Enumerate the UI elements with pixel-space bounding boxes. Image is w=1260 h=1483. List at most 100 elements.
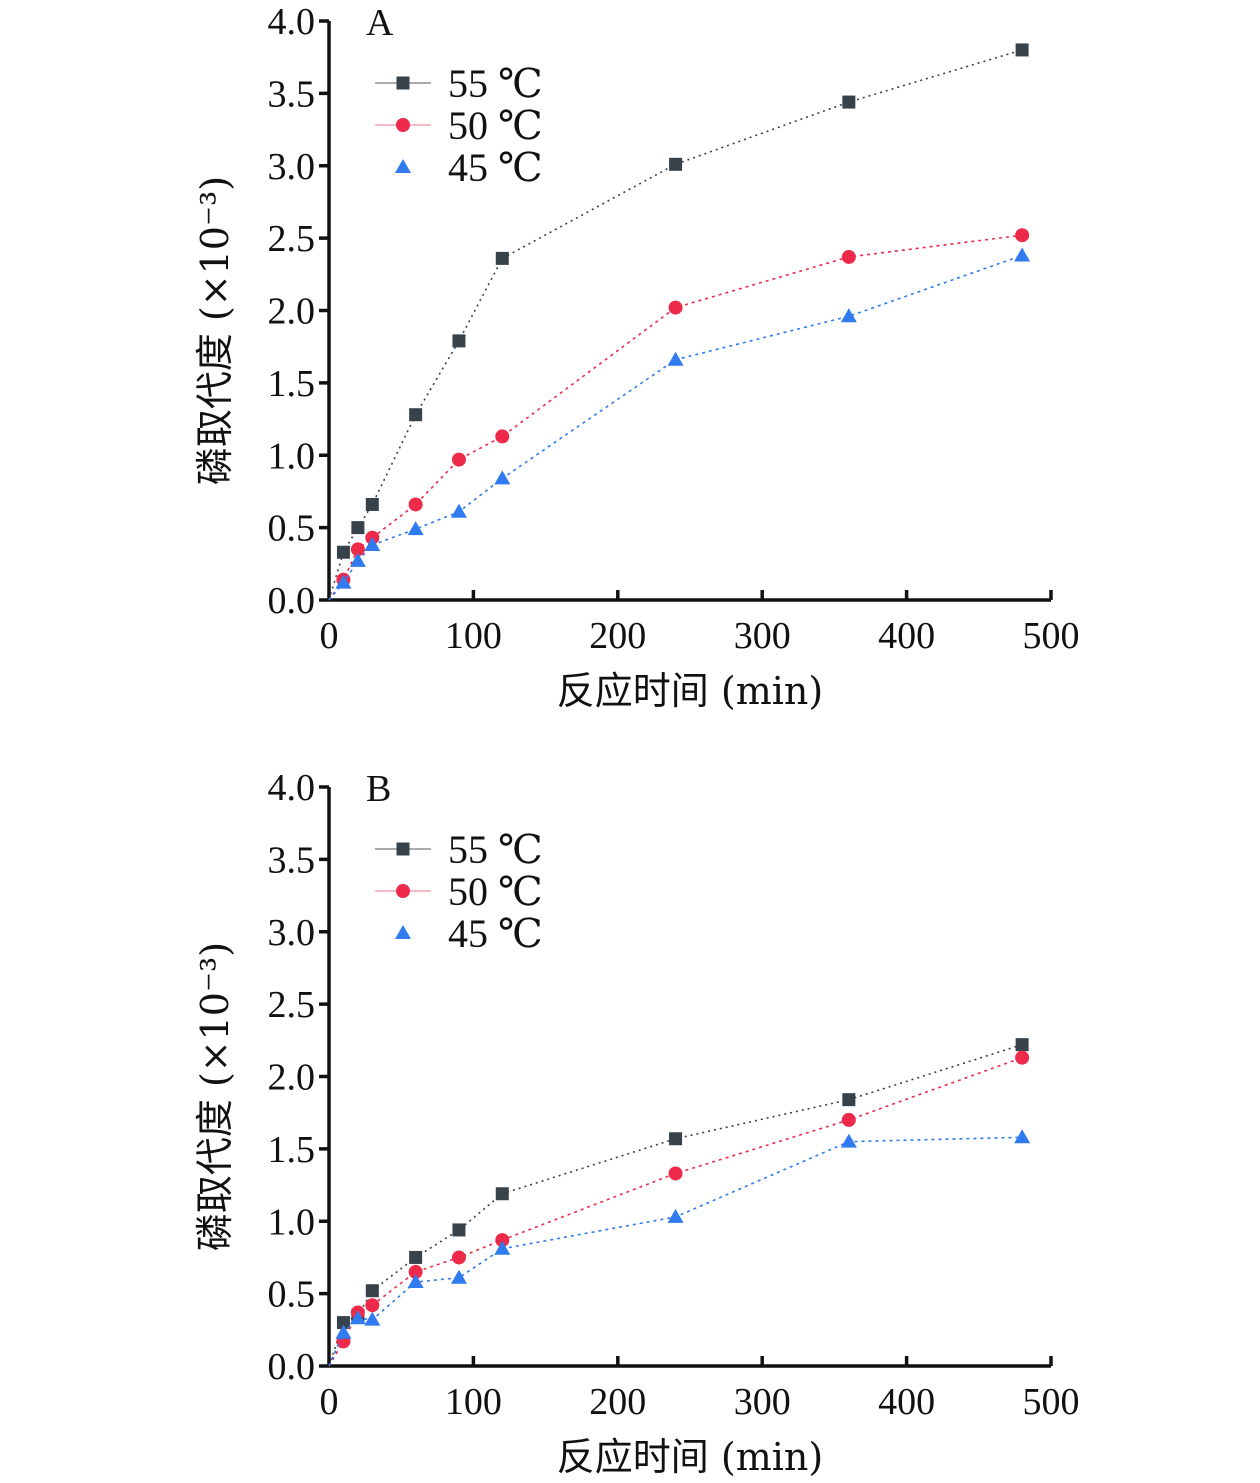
y-tick-label: 2.5 bbox=[268, 984, 316, 1026]
series-line bbox=[328, 1056, 1023, 1367]
data-point-square bbox=[365, 1284, 379, 1298]
chart-panel-b: 0.0 0.5 1.0 1.5 2.0 2.5 3.0 3.5 4.0 0 100 200 300 400… bbox=[193, 767, 1080, 1479]
data-point-square bbox=[336, 545, 350, 559]
y-tick-label: 1.5 bbox=[268, 363, 316, 405]
x-axis-title: 反应时间 (min) bbox=[557, 1435, 823, 1479]
x-tick-label: 400 bbox=[878, 1381, 935, 1423]
y-tick-label: 4.0 bbox=[268, 1, 316, 43]
series-line bbox=[328, 49, 1023, 601]
data-point-square bbox=[365, 497, 379, 511]
data-point-triangle bbox=[667, 351, 684, 366]
x-tick-label: 200 bbox=[589, 1381, 646, 1423]
data-point-square bbox=[669, 157, 683, 171]
data-point-square bbox=[409, 1250, 423, 1264]
series-circle bbox=[328, 1050, 1030, 1367]
series-circle bbox=[328, 228, 1030, 601]
data-point-circle bbox=[451, 1250, 466, 1265]
legend-label: 45 ℃ bbox=[448, 145, 543, 190]
data-point-square bbox=[336, 1316, 350, 1330]
legend-label: 50 ℃ bbox=[448, 869, 543, 914]
legend-marker-triangle bbox=[395, 925, 411, 939]
data-point-triangle bbox=[335, 1324, 352, 1339]
x-tick-label: 0 bbox=[320, 615, 339, 657]
data-point-circle bbox=[350, 542, 365, 557]
x-tick-label: 500 bbox=[1023, 1381, 1080, 1423]
data-point-circle bbox=[408, 497, 423, 512]
data-point-triangle bbox=[1014, 247, 1031, 262]
data-point-circle bbox=[408, 1264, 423, 1279]
y-tick-label: 1.0 bbox=[268, 435, 316, 477]
data-point-circle bbox=[1015, 228, 1030, 243]
panel-label: A bbox=[366, 2, 394, 44]
series-triangle bbox=[328, 1129, 1031, 1367]
data-point-triangle bbox=[335, 574, 352, 589]
x-tick-label: 200 bbox=[589, 615, 646, 657]
data-point-triangle bbox=[349, 1310, 366, 1325]
x-tick-label: 0 bbox=[320, 1381, 339, 1423]
legend-item: 50 ℃ bbox=[375, 869, 543, 914]
series-triangle bbox=[328, 247, 1031, 601]
legend-label: 55 ℃ bbox=[448, 827, 543, 872]
legend-label: 55 ℃ bbox=[448, 61, 543, 106]
data-point-square bbox=[495, 251, 509, 265]
legend-item: 45 ℃ bbox=[395, 145, 543, 190]
data-point-circle bbox=[841, 249, 856, 264]
data-point-square bbox=[409, 408, 423, 422]
legend-marker-square bbox=[396, 76, 410, 90]
legend-marker-circle bbox=[396, 884, 410, 898]
data-point-square bbox=[842, 95, 856, 109]
data-point-square bbox=[351, 521, 365, 535]
data-point-triangle bbox=[450, 503, 467, 518]
data-point-circle bbox=[451, 452, 466, 467]
legend-label: 45 ℃ bbox=[448, 911, 543, 956]
y-tick-label: 3.5 bbox=[268, 839, 316, 881]
data-point-triangle bbox=[450, 1269, 467, 1284]
y-axis-title: 磷取代度 (×10⁻³) bbox=[193, 942, 237, 1251]
y-tick-label: 1.0 bbox=[268, 1201, 316, 1243]
y-tick-label: 3.0 bbox=[268, 912, 316, 954]
legend-marker-triangle bbox=[395, 159, 411, 173]
legend-marker-circle bbox=[396, 118, 410, 132]
data-point-triangle bbox=[494, 1240, 511, 1255]
panel-label: B bbox=[366, 768, 391, 810]
y-tick-label: 0.0 bbox=[268, 1346, 316, 1388]
data-point-circle bbox=[495, 429, 510, 444]
series-line bbox=[328, 1043, 1023, 1367]
data-point-square bbox=[495, 1187, 509, 1201]
y-tick-label: 4.0 bbox=[268, 767, 316, 809]
y-tick-label: 2.5 bbox=[268, 218, 316, 260]
data-point-circle bbox=[1015, 1050, 1030, 1065]
y-axis-title: 磷取代度 (×10⁻³) bbox=[193, 176, 237, 485]
data-point-circle bbox=[365, 1298, 380, 1313]
x-tick-label: 300 bbox=[734, 1381, 791, 1423]
data-point-square bbox=[669, 1132, 683, 1146]
series-square bbox=[328, 1038, 1029, 1367]
legend-marker-square bbox=[396, 842, 410, 856]
x-tick-label: 400 bbox=[878, 615, 935, 657]
data-point-triangle bbox=[667, 1208, 684, 1223]
legend-item: 50 ℃ bbox=[375, 103, 543, 148]
legend: 55 ℃50 ℃45 ℃ bbox=[375, 827, 543, 956]
data-point-triangle bbox=[494, 470, 511, 485]
series-line bbox=[328, 234, 1023, 601]
data-point-square bbox=[452, 334, 466, 348]
data-point-square bbox=[1015, 43, 1029, 57]
legend: 55 ℃50 ℃45 ℃ bbox=[375, 61, 543, 190]
data-point-triangle bbox=[840, 308, 857, 323]
x-tick-label: 100 bbox=[445, 1381, 502, 1423]
data-point-triangle bbox=[349, 552, 366, 567]
chart-panel-a: 0.0 0.5 1.0 1.5 2.0 2.5 3.0 3.5 4.0 0 100 200 300 400… bbox=[193, 1, 1080, 713]
data-point-circle bbox=[668, 300, 683, 315]
y-tick-label: 0.5 bbox=[268, 1274, 316, 1316]
data-point-square bbox=[842, 1093, 856, 1107]
data-point-triangle bbox=[407, 521, 424, 536]
x-axis-title: 反应时间 (min) bbox=[557, 669, 823, 713]
data-point-circle bbox=[495, 1233, 510, 1248]
data-point-circle bbox=[841, 1112, 856, 1127]
x-tick-label: 100 bbox=[445, 615, 502, 657]
x-tick-label: 300 bbox=[734, 615, 791, 657]
y-tick-label: 3.5 bbox=[268, 73, 316, 115]
data-point-circle bbox=[668, 1166, 683, 1181]
y-tick-label: 1.5 bbox=[268, 1129, 316, 1171]
y-tick-label: 3.0 bbox=[268, 146, 316, 188]
